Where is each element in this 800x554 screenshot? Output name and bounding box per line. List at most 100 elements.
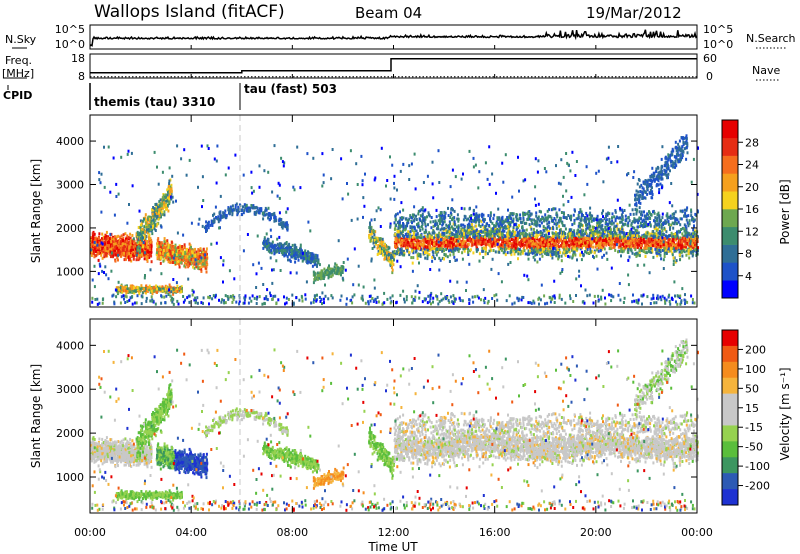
power-cell <box>204 250 207 254</box>
power-cell <box>137 237 140 241</box>
power-cell <box>175 252 178 256</box>
power-cell <box>164 240 167 243</box>
power-cell <box>274 247 277 251</box>
power-cell <box>335 263 338 267</box>
power-cell <box>296 249 299 252</box>
power-cell <box>186 258 189 262</box>
power-cell <box>184 251 187 255</box>
power-cell <box>117 250 120 254</box>
power-cell <box>163 196 166 199</box>
power-cell <box>150 250 153 254</box>
power-cell <box>415 229 418 233</box>
power-cell <box>97 258 100 262</box>
power-cell <box>131 284 134 288</box>
power-cell <box>314 276 317 280</box>
power-cell <box>120 234 123 238</box>
power-cell <box>385 251 388 255</box>
power-cell <box>428 248 431 252</box>
power-cell <box>160 204 163 208</box>
power-cell <box>162 259 165 263</box>
power-cell <box>103 240 106 244</box>
power-cell <box>192 265 195 269</box>
power-cell <box>229 209 232 213</box>
power-cell <box>196 253 199 257</box>
power-cell <box>190 245 192 249</box>
power-cell <box>188 249 191 253</box>
power-cell <box>389 260 392 264</box>
power-cell <box>167 209 170 213</box>
nave-tick-bottom: 0 <box>706 70 713 83</box>
power-cell <box>160 215 162 219</box>
power-cell <box>146 231 149 235</box>
power-cell <box>153 213 156 217</box>
power-cell <box>152 286 155 290</box>
power-cell <box>371 247 374 250</box>
power-cell <box>283 249 286 253</box>
power-cell <box>219 217 222 221</box>
power-cell <box>255 205 258 209</box>
cpid-tau-label: tau (fast) 503 <box>244 82 337 96</box>
power-cell <box>541 254 544 258</box>
power-cell <box>309 252 312 255</box>
power-cell <box>372 241 375 245</box>
power-cell <box>126 287 129 291</box>
power-cell <box>484 240 487 244</box>
power-cell <box>317 261 320 264</box>
power-cell <box>169 256 172 260</box>
power-cell <box>168 197 171 201</box>
power-cell <box>135 285 138 289</box>
power-cell <box>421 248 424 252</box>
power-cell <box>458 237 461 240</box>
power-cell <box>613 232 616 236</box>
power-cell <box>299 247 301 251</box>
power-cell <box>585 231 588 235</box>
power-cell <box>542 225 545 229</box>
power-cell <box>159 289 162 293</box>
power-cell <box>304 249 307 253</box>
power-cell <box>240 213 243 216</box>
power-cell <box>458 232 461 236</box>
power-cell <box>128 245 131 249</box>
power-cell <box>288 252 290 256</box>
power-cell <box>116 256 119 260</box>
power-cell <box>168 283 171 287</box>
power-cell <box>119 250 122 253</box>
power-cell <box>177 254 180 258</box>
power-cell <box>282 243 285 247</box>
power-cell <box>162 254 165 258</box>
power-cell <box>180 259 183 263</box>
power-cell <box>328 267 331 271</box>
power-cell <box>184 265 187 269</box>
power-cell <box>337 266 339 270</box>
power-cell <box>150 287 153 290</box>
power-cell <box>596 248 599 252</box>
power-cell <box>103 252 106 256</box>
power-cell <box>146 227 149 231</box>
power-cell <box>628 255 631 259</box>
power-cell <box>161 206 164 210</box>
power-cell <box>243 203 246 207</box>
power-cell <box>465 247 468 250</box>
power-cell <box>271 242 274 246</box>
freq-series <box>90 58 697 74</box>
power-cell <box>138 234 141 238</box>
power-cell <box>611 231 614 235</box>
power-cell <box>212 219 215 223</box>
power-cell <box>373 233 376 237</box>
power-cell <box>408 235 411 239</box>
power-cell <box>197 251 200 255</box>
power-cell <box>141 227 144 231</box>
power-cell <box>116 244 119 248</box>
power-cell <box>565 250 568 254</box>
power-cell <box>136 237 139 241</box>
power-cell <box>384 256 387 260</box>
power-cell <box>156 212 159 216</box>
power-cell <box>105 248 108 252</box>
power-cell <box>289 259 292 263</box>
power-cell <box>338 270 341 274</box>
power-cell <box>145 284 148 288</box>
power-cell <box>541 234 544 238</box>
power-cell <box>262 241 265 245</box>
power-cell <box>373 245 376 249</box>
power-cell <box>412 233 415 237</box>
